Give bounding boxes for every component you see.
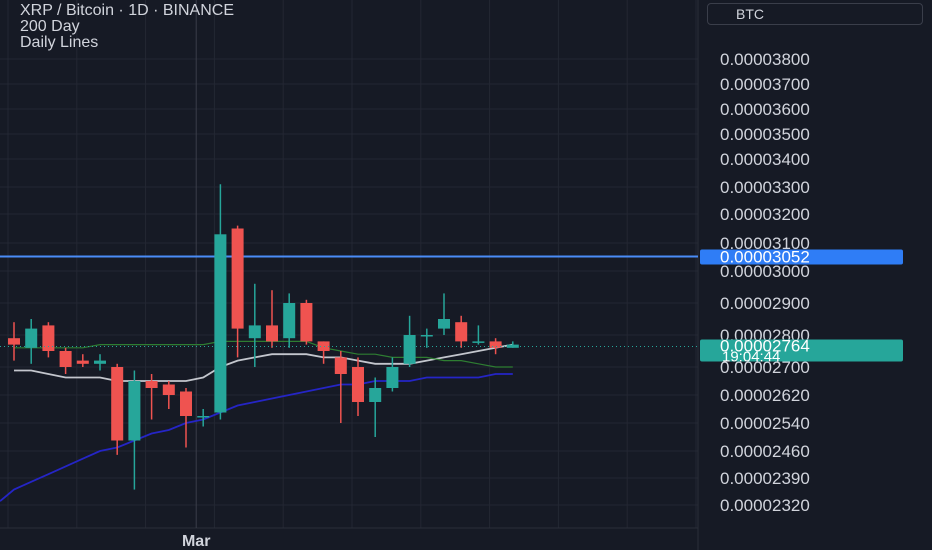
price-tick-label: 0.00002700 — [720, 358, 810, 377]
candle-body — [266, 325, 278, 342]
candle — [42, 322, 55, 358]
candle — [352, 357, 364, 416]
candle-body — [180, 391, 192, 416]
candle-body — [352, 367, 364, 402]
candle-body — [283, 303, 296, 339]
time-axis[interactable]: Mar — [182, 533, 210, 550]
candle — [145, 374, 158, 420]
currency-label: BTC — [736, 6, 764, 22]
last-price-badge — [700, 339, 903, 362]
candle — [489, 338, 502, 355]
candle — [472, 325, 485, 345]
candle — [162, 381, 175, 409]
candle-body — [386, 367, 399, 388]
candle — [76, 354, 89, 367]
price-tick-label: 0.00003300 — [720, 178, 810, 197]
candle-body — [76, 360, 89, 364]
moving-average-green — [14, 340, 513, 368]
price-tick-label: 0.00002320 — [720, 496, 810, 515]
candle — [111, 363, 124, 455]
candle — [197, 409, 210, 427]
price-tick-label: 0.00002460 — [720, 442, 810, 461]
candle-body — [214, 234, 227, 413]
moving-average-blue — [0, 373, 513, 502]
price-tick-label: 0.00002900 — [720, 294, 810, 313]
price-tick-label: 0.00003600 — [720, 100, 810, 119]
price-axis[interactable]: 0.00003800 0.00003700 0.00003600 0.00003500… — [700, 50, 903, 515]
candle — [283, 293, 296, 348]
price-tick-label: 0.00003200 — [720, 205, 810, 224]
candle — [403, 315, 416, 367]
time-tick-label: Mar — [182, 533, 210, 550]
candle — [128, 370, 141, 490]
candle — [438, 293, 450, 335]
candle-body — [145, 381, 158, 388]
candle — [180, 388, 192, 448]
candle — [8, 322, 20, 361]
candle — [94, 354, 106, 371]
candle-body — [128, 381, 141, 441]
candle-body — [317, 341, 330, 351]
candle-body — [455, 322, 468, 342]
candle-body — [248, 325, 261, 339]
last-price-label: 0.00002764 — [720, 337, 810, 356]
currency-selector[interactable]: BTC — [707, 3, 923, 25]
price-tick-label: 0.00003000 — [720, 262, 810, 281]
candle-body — [231, 228, 244, 329]
candle — [369, 377, 382, 437]
candle-body — [438, 319, 450, 329]
price-tick-label: 0.00002390 — [720, 469, 810, 488]
horizontal-line-price-label: 0.00003052 — [720, 247, 810, 266]
candle — [420, 328, 433, 348]
price-tick-label: 0.00003400 — [720, 150, 810, 169]
candle-body — [300, 303, 313, 342]
price-tick-label: 0.00003700 — [720, 75, 810, 94]
candle — [59, 347, 72, 374]
candle-body — [403, 335, 416, 364]
candle — [334, 351, 347, 423]
candle — [248, 283, 261, 367]
price-tick-label: 0.00003100 — [720, 234, 810, 253]
moving-average-gray — [14, 343, 513, 382]
candle — [266, 290, 278, 348]
candle — [386, 357, 399, 392]
price-tick-label: 0.00002620 — [720, 386, 810, 405]
candle-countdown-label: 19:04:44 — [722, 349, 780, 366]
candle — [214, 184, 227, 420]
candle-body — [25, 328, 38, 348]
candle-body — [94, 360, 106, 364]
price-tick-label: 0.00003500 — [720, 125, 810, 144]
candle-body — [162, 384, 175, 395]
indicator-name[interactable]: 200 Day — [20, 18, 80, 35]
price-tick-label: 0.00002540 — [720, 414, 810, 433]
candle — [231, 225, 244, 358]
candle-body — [369, 388, 382, 402]
moving-average-lines — [0, 340, 513, 502]
candle-body — [420, 335, 433, 337]
price-tick-label: 0.00003800 — [720, 50, 810, 69]
symbol-title[interactable]: XRP / Bitcoin · 1D · BINANCE — [20, 2, 234, 19]
candle-body — [334, 357, 347, 374]
candlestick-series — [8, 184, 519, 490]
candle-body — [472, 341, 485, 343]
candle-body — [197, 416, 210, 418]
chart-grid — [0, 0, 699, 550]
candle — [25, 319, 38, 364]
candle-body — [42, 325, 55, 351]
horizontal-line-badge — [700, 249, 903, 265]
candle — [317, 341, 330, 364]
candle-body — [59, 351, 72, 367]
chart-legend: XRP / Bitcoin · 1D · BINANCE 200 Day Dai… — [20, 3, 234, 51]
candle-body — [8, 338, 20, 345]
candle-body — [111, 367, 124, 441]
candle-body — [489, 341, 502, 348]
candle — [455, 315, 468, 348]
indicator-name-secondary[interactable]: Daily Lines — [20, 34, 99, 51]
candle — [300, 299, 313, 345]
